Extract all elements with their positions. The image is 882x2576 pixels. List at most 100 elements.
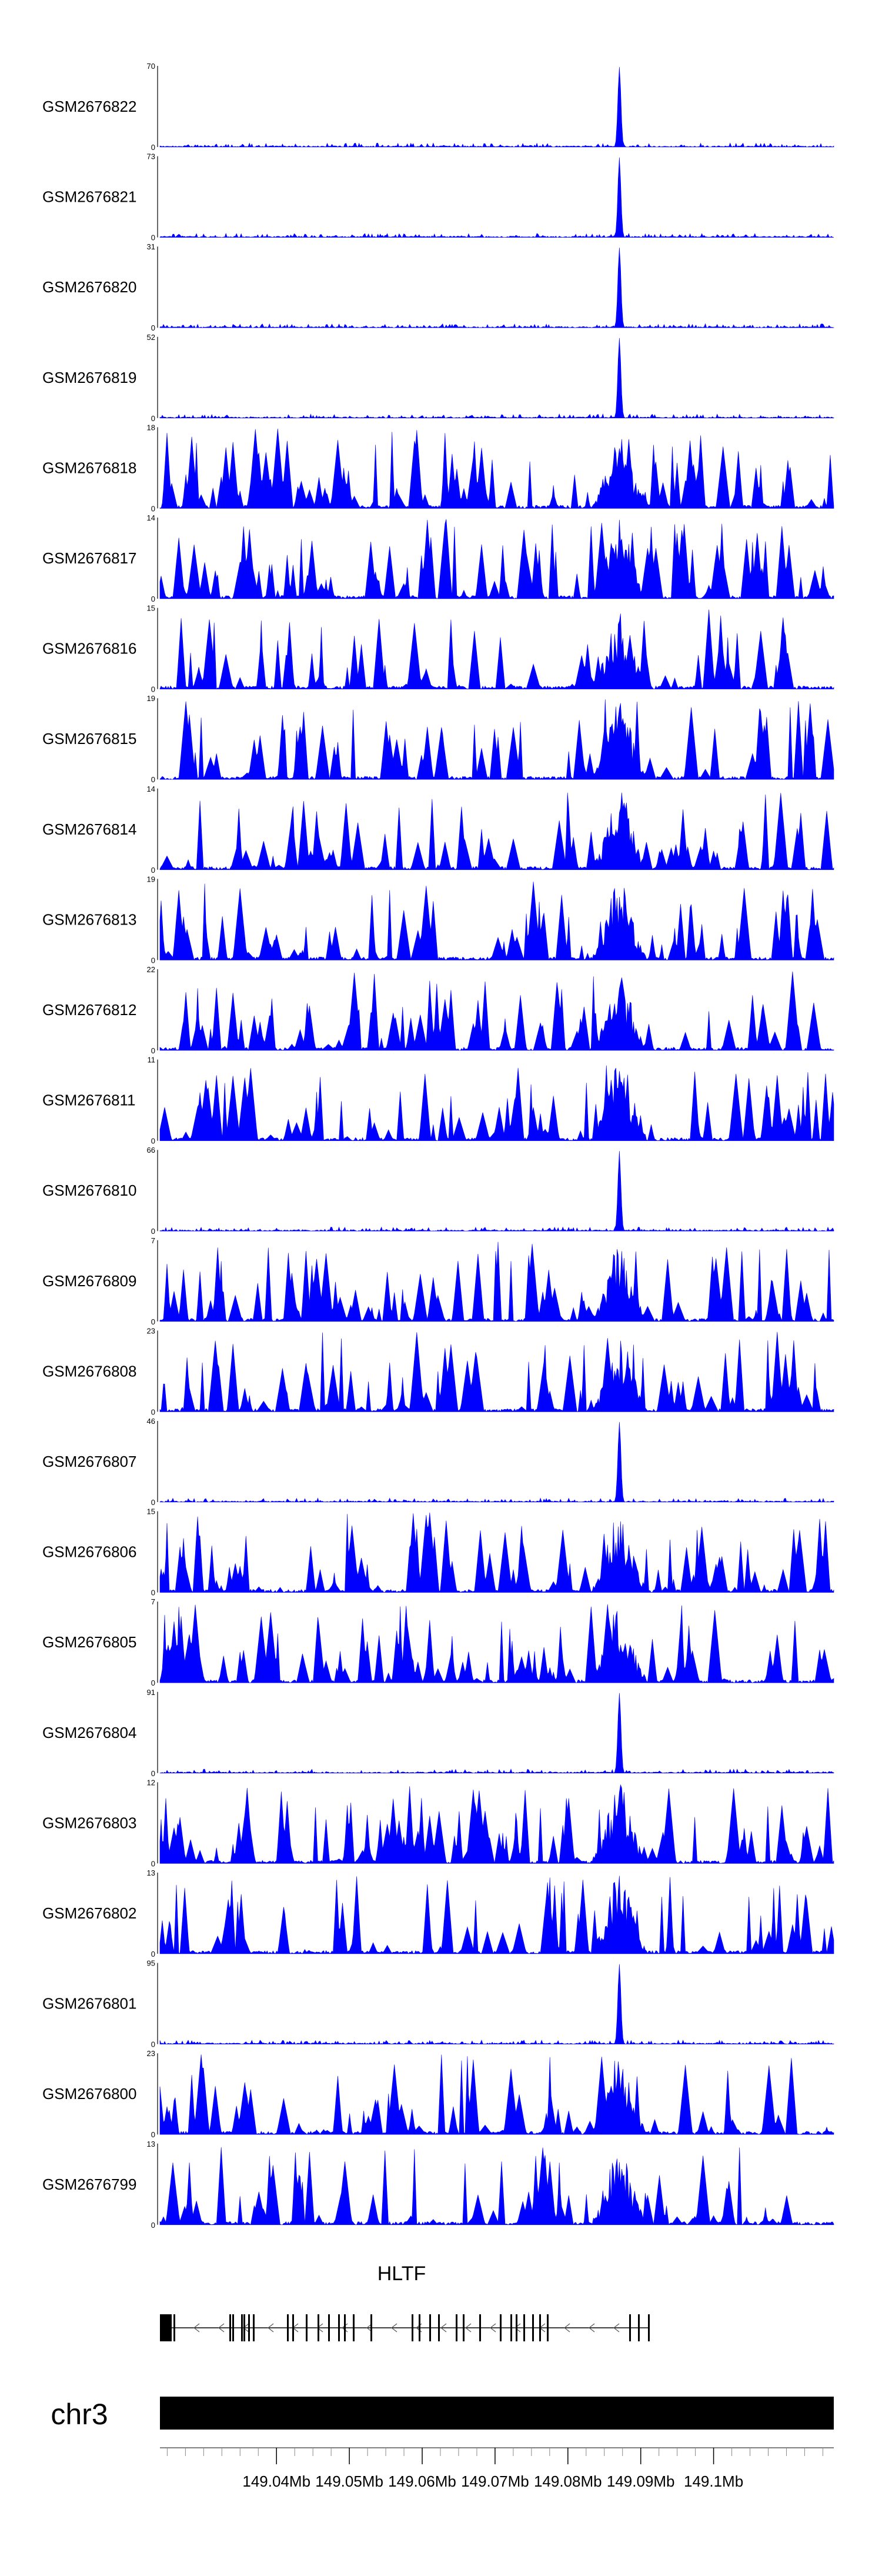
y-min-label: 0	[151, 414, 155, 423]
coverage-area	[159, 1964, 834, 2045]
y-max-label: 15	[147, 1507, 155, 1516]
strand-arrow	[564, 2323, 570, 2333]
gene-exon	[539, 2314, 541, 2341]
gene-exon	[523, 2314, 525, 2341]
track-gsm2676818: GSM2676818 18 0	[42, 423, 834, 513]
gene-exon	[241, 2314, 243, 2341]
track-name: GSM2676800	[42, 2085, 136, 2103]
gene-exon	[232, 2314, 234, 2341]
gene-exon	[160, 2314, 172, 2341]
y-max-label: 19	[147, 694, 155, 703]
track-gsm2676809: GSM2676809 7 0	[42, 1236, 834, 1326]
coverage-area	[159, 1693, 834, 1774]
y-min-label: 0	[151, 1407, 155, 1416]
strand-arrow	[440, 2323, 447, 2333]
track-gsm2676817: GSM2676817 14 0	[42, 513, 834, 603]
track-name: GSM2676810	[42, 1182, 136, 1199]
track-gsm2676812: GSM2676812 22 0	[42, 965, 834, 1055]
track-gsm2676819: GSM2676819 52 0	[42, 333, 834, 423]
track-gsm2676811: GSM2676811 11 0	[42, 1056, 834, 1146]
gene-exon	[338, 2314, 340, 2341]
genome-axis: 149.04Mb 149.05Mb 149.06Mb 149.07Mb 149.08Mb…	[160, 2447, 834, 2490]
y-min-label: 0	[151, 956, 155, 965]
y-min-label: 0	[151, 2130, 155, 2139]
track-gsm2676815: GSM2676815 19 0	[42, 694, 834, 784]
y-max-label: 73	[147, 152, 155, 161]
track-gsm2676820: GSM2676820 31 0	[42, 242, 834, 332]
y-min-label: 0	[151, 1679, 155, 1687]
coverage-area	[159, 338, 834, 419]
gene-exon	[287, 2314, 289, 2341]
strand-arrow	[218, 2323, 225, 2333]
coverage-area	[159, 1512, 834, 1593]
y-max-label: 31	[147, 242, 155, 251]
gene-exon	[306, 2314, 308, 2341]
y-max-label: 52	[147, 333, 155, 342]
y-max-label: 22	[147, 965, 155, 974]
track-name: GSM2676802	[42, 1904, 136, 1922]
track-name: GSM2676803	[42, 1814, 136, 1831]
y-max-label: 70	[147, 62, 155, 71]
gene-exon	[638, 2314, 640, 2341]
y-max-label: 13	[147, 1868, 155, 1877]
track-name: GSM2676804	[42, 1724, 136, 1741]
track-name: GSM2676821	[42, 188, 136, 206]
track-gsm2676816: GSM2676816 15 0	[42, 604, 834, 694]
track-name: GSM2676811	[42, 1092, 136, 1109]
track-gsm2676807: GSM2676807 46 0	[42, 1417, 834, 1507]
track-name: GSM2676807	[42, 1453, 136, 1470]
gene-exon	[648, 2314, 650, 2341]
gene-exon	[173, 2314, 175, 2341]
coverage-area	[159, 699, 834, 780]
y-min-label: 0	[151, 1498, 155, 1507]
strand-arrow	[490, 2323, 496, 2333]
strand-arrow	[613, 2323, 620, 2333]
coverage-area	[159, 971, 834, 1052]
gene-exon	[229, 2314, 231, 2341]
coverage-area	[159, 792, 834, 870]
y-min-label: 0	[151, 1317, 155, 1326]
y-min-label: 0	[151, 504, 155, 513]
gene-exon	[510, 2314, 512, 2341]
track-name: GSM2676815	[42, 730, 136, 748]
axis-tick-label: 149.08Mb	[534, 2472, 602, 2490]
coverage-tracks: GSM2676822700GSM2676821730GSM2676820310G…	[42, 62, 834, 2230]
y-max-label: 14	[147, 513, 155, 522]
gene-exon	[532, 2314, 534, 2341]
y-max-label: 66	[147, 1146, 155, 1154]
gene-label: HLTF	[377, 2263, 426, 2285]
y-min-label: 0	[151, 595, 155, 603]
gene-exon	[412, 2314, 413, 2341]
chromosome-label: chr3	[51, 2398, 108, 2431]
y-min-label: 0	[151, 2221, 155, 2230]
y-max-label: 23	[147, 2049, 155, 2058]
track-name: GSM2676805	[42, 1633, 136, 1651]
gene-exon	[500, 2314, 502, 2341]
coverage-area	[159, 519, 834, 599]
y-min-label: 0	[151, 233, 155, 242]
track-gsm2676821: GSM2676821 73 0	[42, 152, 834, 242]
coverage-area	[159, 248, 834, 328]
track-gsm2676801: GSM2676801 95 0	[42, 1959, 834, 2049]
coverage-area	[159, 1242, 834, 1322]
gene-exon	[547, 2314, 549, 2341]
coverage-area	[159, 157, 834, 238]
track-gsm2676802: GSM2676802 13 0	[42, 1868, 834, 1958]
coverage-area	[159, 1422, 834, 1503]
coverage-area	[159, 66, 834, 148]
y-min-label: 0	[151, 1950, 155, 1958]
coverage-area	[159, 428, 834, 509]
y-max-label: 18	[147, 423, 155, 432]
track-name: GSM2676820	[42, 278, 136, 296]
track-name: GSM2676818	[42, 459, 136, 476]
y-max-label: 46	[147, 1417, 155, 1426]
y-min-label: 0	[151, 2040, 155, 2049]
axis-tick-label: 149.06Mb	[388, 2472, 456, 2490]
y-max-label: 13	[147, 2140, 155, 2148]
y-min-label: 0	[151, 1859, 155, 1868]
y-max-label: 14	[147, 785, 155, 793]
coverage-area	[159, 2147, 834, 2225]
track-name: GSM2676822	[42, 98, 136, 115]
coverage-area	[159, 2054, 834, 2135]
